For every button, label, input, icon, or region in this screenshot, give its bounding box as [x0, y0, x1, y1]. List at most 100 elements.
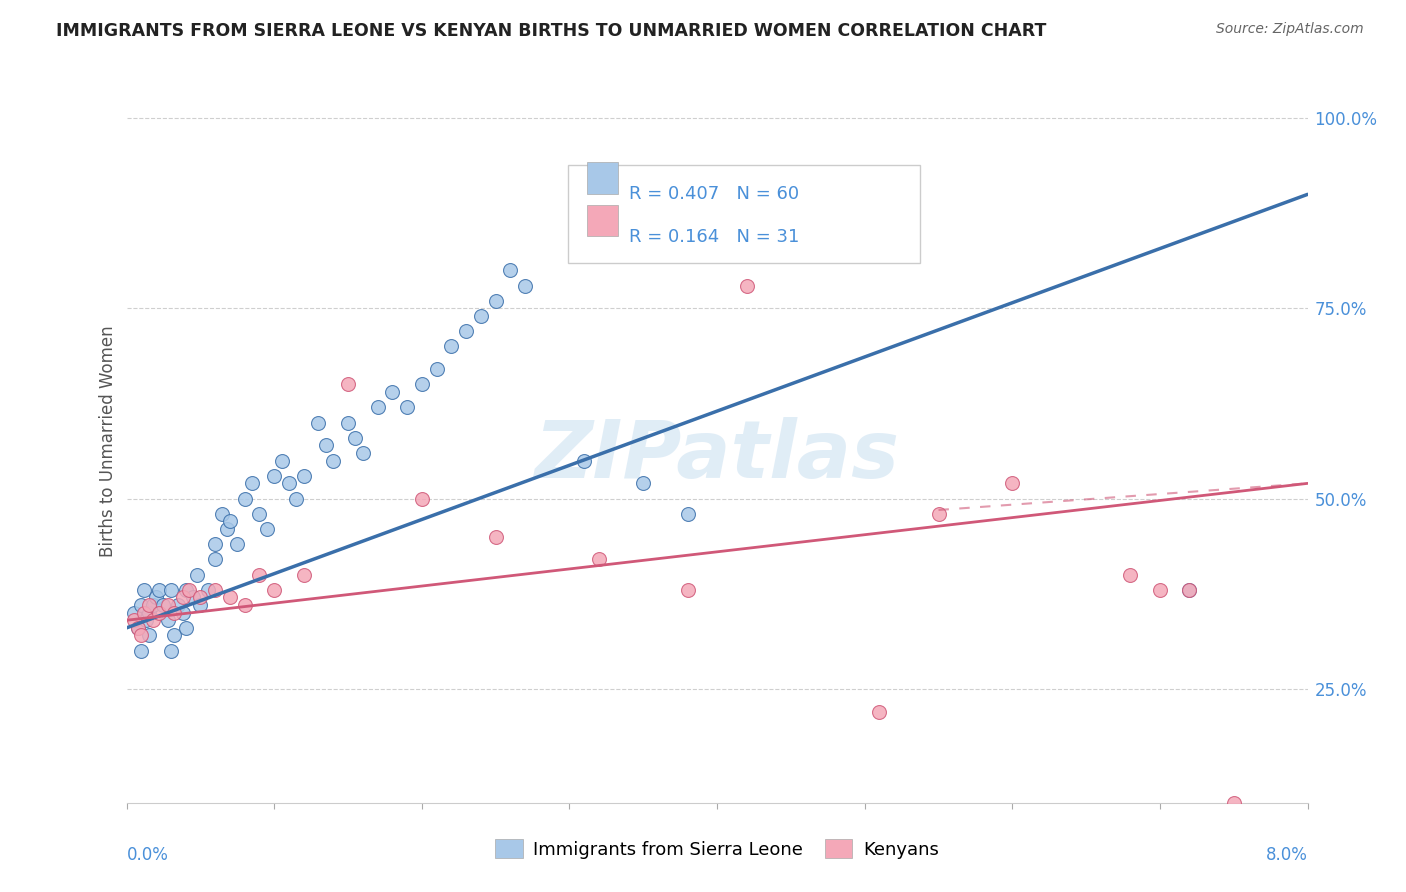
Point: [135, 613, 157, 627]
Point: [233, 598, 256, 612]
Point: [470, 309, 492, 323]
Point: [197, 582, 219, 597]
Point: [122, 613, 145, 627]
Point: [152, 598, 174, 612]
Point: [240, 476, 263, 491]
Point: [440, 339, 463, 353]
Point: [411, 377, 433, 392]
Text: IMMIGRANTS FROM SIERRA LEONE VS KENYAN BIRTHS TO UNMARRIED WOMEN CORRELATION CHA: IMMIGRANTS FROM SIERRA LEONE VS KENYAN B…: [56, 22, 1046, 40]
Point: [366, 401, 388, 415]
Legend: Immigrants from Sierra Leone, Kenyans: Immigrants from Sierra Leone, Kenyans: [488, 832, 946, 866]
Point: [292, 567, 315, 582]
Point: [869, 705, 891, 719]
Point: [167, 598, 190, 612]
Point: [315, 438, 337, 452]
Point: [174, 582, 197, 597]
Point: [188, 591, 212, 605]
Point: [292, 468, 315, 483]
Point: [188, 598, 212, 612]
Point: [426, 362, 449, 376]
Point: [285, 491, 308, 506]
Point: [138, 606, 160, 620]
Point: [233, 491, 256, 506]
Point: [484, 530, 508, 544]
Point: [129, 598, 153, 612]
Point: [270, 453, 292, 467]
Point: [129, 628, 153, 642]
Point: [148, 606, 170, 620]
Point: [148, 582, 170, 597]
Point: [204, 552, 226, 566]
Point: [676, 582, 699, 597]
Point: [127, 621, 149, 635]
Point: [499, 263, 522, 277]
Point: [156, 613, 179, 627]
Point: [122, 606, 145, 620]
Point: [574, 453, 596, 467]
Point: [172, 606, 194, 620]
Point: [156, 598, 179, 612]
Point: [186, 567, 208, 582]
Point: [1001, 476, 1024, 491]
Point: [174, 621, 197, 635]
Text: Source: ZipAtlas.com: Source: ZipAtlas.com: [1216, 22, 1364, 37]
Point: [928, 507, 950, 521]
Point: [588, 552, 610, 566]
Point: [263, 582, 285, 597]
Point: [278, 476, 301, 491]
Point: [337, 416, 360, 430]
Point: [127, 621, 149, 635]
Point: [134, 606, 156, 620]
Text: R = 0.407   N = 60: R = 0.407 N = 60: [628, 186, 799, 203]
Point: [484, 293, 508, 308]
Point: [204, 582, 226, 597]
Point: [160, 643, 183, 657]
Point: [249, 567, 271, 582]
Point: [211, 507, 233, 521]
Point: [163, 628, 186, 642]
Point: [515, 278, 537, 293]
Point: [676, 507, 699, 521]
Point: [142, 598, 165, 612]
Point: [129, 643, 153, 657]
Point: [322, 453, 344, 467]
Point: [263, 468, 285, 483]
Point: [134, 582, 156, 597]
Point: [1149, 582, 1171, 597]
Point: [177, 582, 200, 597]
Point: [160, 582, 183, 597]
Point: [1223, 796, 1246, 810]
Point: [181, 591, 204, 605]
Point: [219, 515, 242, 529]
Point: [163, 606, 186, 620]
Point: [1178, 582, 1201, 597]
Point: [138, 628, 160, 642]
Point: [1178, 582, 1201, 597]
Point: [226, 537, 249, 551]
Point: [344, 431, 367, 445]
Y-axis label: Births to Unmarried Women: Births to Unmarried Women: [98, 326, 117, 558]
Text: 0.0%: 0.0%: [127, 847, 169, 864]
Point: [249, 507, 271, 521]
Point: [735, 278, 758, 293]
Point: [352, 446, 374, 460]
Point: [456, 324, 478, 338]
Point: [172, 591, 194, 605]
Text: 8.0%: 8.0%: [1265, 847, 1308, 864]
Point: [337, 377, 360, 392]
Point: [256, 522, 278, 536]
Point: [1119, 567, 1142, 582]
Point: [396, 401, 419, 415]
Point: [219, 591, 242, 605]
Point: [204, 537, 226, 551]
Text: ZIPatlas: ZIPatlas: [534, 417, 900, 495]
Point: [145, 591, 167, 605]
Point: [215, 522, 238, 536]
Point: [381, 385, 404, 400]
Point: [142, 613, 165, 627]
Text: R = 0.164   N = 31: R = 0.164 N = 31: [628, 228, 799, 246]
Point: [411, 491, 433, 506]
Point: [633, 476, 655, 491]
Point: [308, 416, 330, 430]
Point: [138, 598, 160, 612]
